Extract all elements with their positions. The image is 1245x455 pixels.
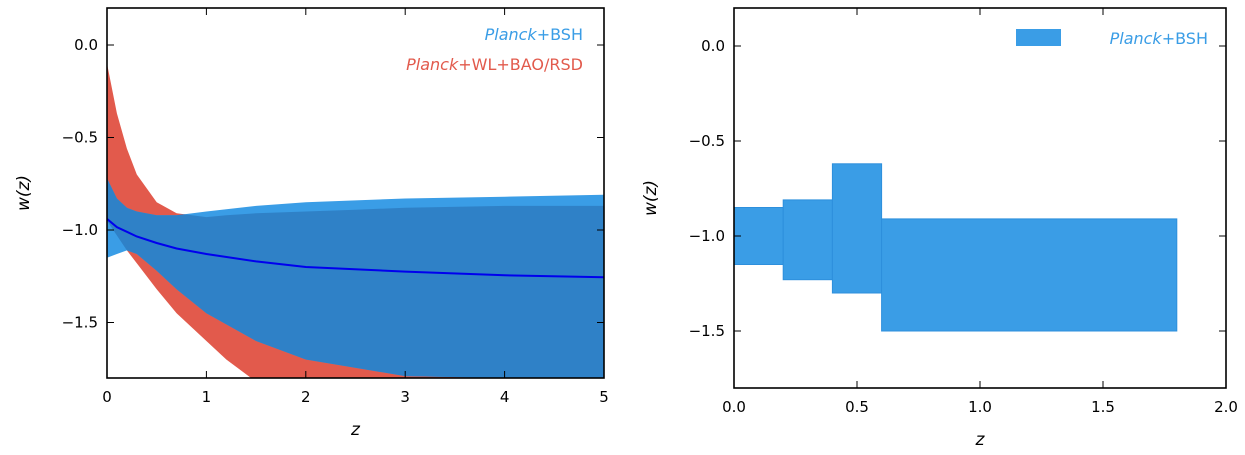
y-tick-label: 0.0 [701,37,725,55]
y-axis-label: w(z) [14,175,34,211]
y-tick-label: −0.5 [62,129,98,147]
x-tick-label: 1.5 [1091,398,1115,416]
x-tick-label: 5 [599,388,609,406]
y-axis-label: w(z) [641,180,661,216]
bin-bar-3 [881,218,1178,332]
legend-planck-bsh: Planck+BSH [485,25,583,44]
x-axis-label: z [975,430,986,450]
x-tick-label: 0.0 [722,398,746,416]
band-overlap [107,178,604,378]
x-tick-label: 1.0 [968,398,992,416]
legend-planck-wl-bao-rsd: Planck+WL+BAO/RSD [406,55,583,74]
x-tick-label: 2.0 [1214,398,1238,416]
plot-frame [106,7,605,379]
x-tick-label: 0.5 [845,398,869,416]
bin-bar-0 [734,207,784,265]
legend-swatch [1016,29,1061,46]
right-legend: Planck+BSH [1016,29,1208,48]
y-tick-label: 0.0 [74,36,98,54]
x-tick-label: 0 [102,388,112,406]
x-tick-label: 4 [500,388,510,406]
legend-planck-bsh: Planck+BSH [1110,29,1208,48]
bin-bar-2 [831,163,883,294]
left-legend: Planck+BSH Planck+WL+BAO/RSD [406,25,583,74]
x-tick-label: 3 [400,388,410,406]
left-plot-area [107,63,604,378]
right-plot-area [734,163,1178,332]
y-tick-label: −1.0 [62,221,98,239]
y-tick-label: −1.5 [62,314,98,332]
bin-bar-1 [782,199,833,281]
x-tick-label: 1 [202,388,212,406]
x-axis-label: z [350,420,361,440]
y-tick-label: −1.0 [689,227,725,245]
fiducial-line [107,218,604,279]
y-tick-label: −1.5 [689,322,725,340]
y-tick-label: −0.5 [689,132,725,150]
x-tick-label: 2 [301,388,311,406]
